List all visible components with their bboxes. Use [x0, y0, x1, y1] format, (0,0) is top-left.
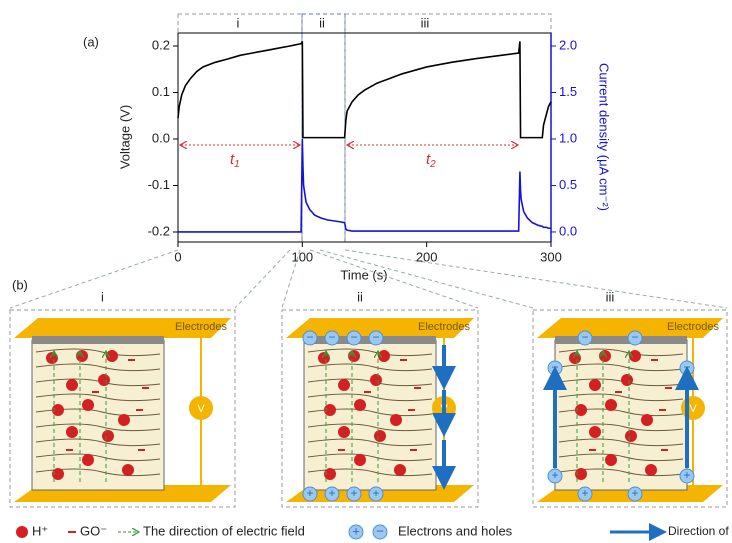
- proton: [605, 399, 617, 411]
- y2-tick-label: 0.5: [559, 177, 577, 192]
- proton: [318, 352, 330, 364]
- carrier-sign: −: [551, 360, 558, 374]
- legend-text: GO⁻: [80, 523, 107, 538]
- y2-tick-label: 0.0: [559, 223, 577, 238]
- electrode-label: Electrodes: [667, 321, 719, 333]
- panel-label: iii: [606, 289, 615, 304]
- legend-text: Direction of current: [668, 524, 732, 538]
- proton: [76, 350, 88, 362]
- carrier-sign: −: [372, 330, 379, 344]
- proton: [338, 379, 350, 391]
- region-label: ii: [319, 15, 325, 30]
- y2-tick-label: 2.0: [559, 37, 577, 52]
- proton: [645, 464, 657, 476]
- legend-text: H⁺: [32, 523, 48, 538]
- panel-label: ii: [357, 289, 363, 304]
- y2-tick-label: 1.0: [559, 130, 577, 145]
- proton: [66, 426, 78, 438]
- legend: H⁺ GO⁻ The direction of electric field +…: [16, 523, 732, 539]
- carrier-sign: +: [372, 486, 379, 500]
- carrier-sign: −: [350, 330, 357, 344]
- proton: [605, 454, 617, 466]
- x-tick-label: 0: [174, 249, 181, 264]
- data-line: [178, 41, 551, 137]
- region-label: iii: [421, 15, 430, 30]
- annotation: t2: [426, 151, 436, 170]
- panel-label: (a): [83, 34, 99, 49]
- svg-text:−: −: [376, 523, 384, 538]
- proton: [82, 399, 94, 411]
- proton: [354, 399, 366, 411]
- proton: [348, 350, 360, 362]
- legend-text: The direction of electric field: [143, 523, 305, 538]
- electrode-label: Electrodes: [418, 321, 470, 333]
- carrier-sign: +: [306, 486, 313, 500]
- proton: [98, 374, 110, 386]
- region-label: i: [237, 15, 240, 30]
- proton: [82, 454, 94, 466]
- proton: [621, 374, 633, 386]
- panel-label: (b): [12, 277, 28, 292]
- panel-label: i: [101, 289, 104, 304]
- proton: [625, 430, 637, 442]
- proton: [102, 430, 114, 442]
- proton: [354, 454, 366, 466]
- proton: [390, 414, 402, 426]
- x-tick-label: 300: [540, 249, 562, 264]
- proton: [599, 350, 611, 362]
- source-label: V: [197, 403, 205, 415]
- carrier-sign: +: [631, 486, 638, 500]
- proton: [374, 430, 386, 442]
- proton: [378, 350, 390, 362]
- y-axis-label: Voltage (V): [117, 105, 132, 169]
- y-tick-label: 0.1: [152, 84, 170, 99]
- carrier-sign: −: [328, 330, 335, 344]
- x-tick-label: 200: [416, 249, 438, 264]
- carrier-sign: −: [306, 330, 313, 344]
- proton: [569, 352, 581, 364]
- region-boxes: [178, 14, 551, 242]
- figure: (a) (b) i ii iii t1 t2 Time (s) Voltage …: [0, 0, 732, 543]
- proton: [338, 426, 350, 438]
- y2-axis-label: Current density (μA cm⁻²): [597, 63, 612, 211]
- y-tick-label: 0.0: [152, 130, 170, 145]
- annotation: t1: [230, 151, 240, 170]
- carrier-sign: +: [551, 468, 558, 482]
- proton: [641, 414, 653, 426]
- x-axis-label: Time (s): [340, 267, 387, 282]
- y-tick-label: 0.2: [152, 37, 170, 52]
- electrode-label: Electrodes: [175, 321, 227, 333]
- proton: [46, 352, 58, 364]
- film-top: [555, 336, 687, 344]
- annotation-sub: 2: [429, 159, 436, 170]
- proton: [66, 379, 78, 391]
- y-tick-label: -0.2: [148, 223, 170, 238]
- proton: [122, 464, 134, 476]
- x-tick-label: 100: [291, 249, 313, 264]
- source-label: V: [689, 403, 697, 415]
- carrier-sign: +: [581, 486, 588, 500]
- carrier-sign: −: [631, 330, 638, 344]
- proton: [370, 374, 382, 386]
- proton: [589, 379, 601, 391]
- carrier-sign: +: [683, 468, 690, 482]
- proton: [118, 414, 130, 426]
- legend-text: Electrons and holes: [398, 523, 513, 538]
- plot-frame: [178, 33, 551, 242]
- carrier-sign: +: [328, 486, 335, 500]
- annotation-sub: 1: [234, 159, 240, 170]
- proton: [394, 464, 406, 476]
- svg-text:+: +: [352, 523, 360, 538]
- film-top: [32, 336, 164, 344]
- y2-tick-label: 1.5: [559, 84, 577, 99]
- proton: [629, 350, 641, 362]
- proton: [589, 426, 601, 438]
- y-tick-label: -0.1: [148, 177, 170, 192]
- carrier-sign: −: [683, 360, 690, 374]
- proton: [106, 350, 118, 362]
- carrier-sign: +: [350, 486, 357, 500]
- carrier-sign: −: [581, 330, 588, 344]
